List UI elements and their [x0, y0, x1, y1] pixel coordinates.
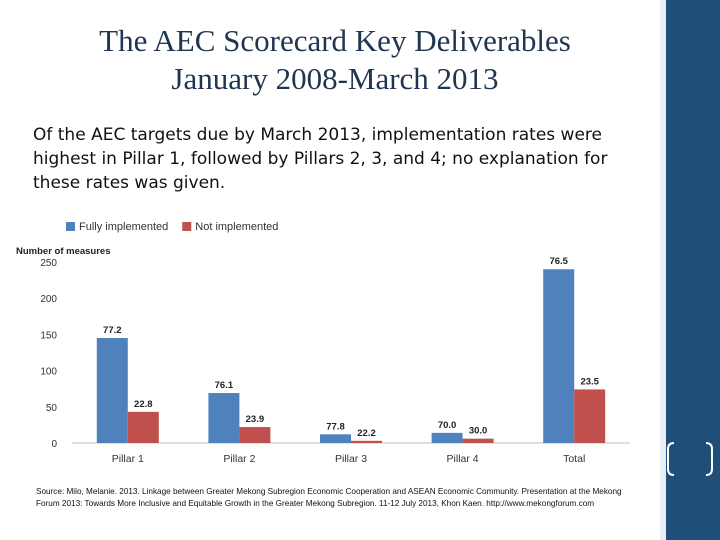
- page-number-brackets: 5: [667, 442, 713, 476]
- bar-fully-implemented: [96, 338, 128, 443]
- bar-fully-implemented: [320, 434, 351, 443]
- bar-fully-implemented: [208, 393, 240, 443]
- bar-not-implemented: [574, 389, 606, 443]
- data-label: 77.2: [103, 325, 122, 336]
- y-axis-title: Number of measures: [16, 246, 111, 257]
- bar-not-implemented: [351, 440, 382, 443]
- y-tick-label: 250: [40, 258, 57, 269]
- data-label: 77.8: [326, 421, 345, 432]
- x-tick-label: Pillar 2: [223, 453, 255, 465]
- y-tick-label: 150: [40, 330, 57, 341]
- data-label: 30.0: [469, 426, 488, 437]
- slide-title: The AEC Scorecard Key Deliverables Janua…: [20, 22, 650, 98]
- legend-label: Fully implemented: [79, 221, 168, 233]
- legend-label: Not implemented: [195, 221, 278, 233]
- bar-fully-implemented: [431, 432, 463, 443]
- bar-not-implemented: [239, 427, 271, 443]
- x-tick-label: Pillar 4: [447, 453, 479, 465]
- bar-not-implemented: [462, 438, 494, 443]
- page-number-box: 5: [660, 438, 720, 480]
- data-label: 23.9: [246, 414, 265, 425]
- y-tick-label: 50: [46, 403, 58, 414]
- title-line-2: January 2008-March 2013: [171, 61, 499, 96]
- y-tick-label: 100: [40, 367, 57, 378]
- x-tick-label: Pillar 3: [335, 453, 367, 465]
- x-tick-label: Pillar 1: [112, 453, 144, 465]
- legend-swatch: [66, 222, 75, 231]
- bar-fully-implemented: [543, 269, 575, 443]
- slide-body-text: Of the AEC targets due by March 2013, im…: [33, 125, 608, 193]
- chart-container: Fully implemented Not implemented Number o…: [10, 210, 638, 480]
- page-number: 5: [686, 452, 694, 469]
- side-divider: [660, 0, 666, 540]
- legend-swatch: [182, 222, 192, 231]
- data-label: 22.2: [357, 428, 376, 439]
- y-tick-label: 200: [40, 294, 57, 305]
- data-label: 76.5: [549, 256, 568, 267]
- x-tick-label: Total: [563, 453, 585, 465]
- title-line-1: The AEC Scorecard Key Deliverables: [99, 23, 571, 58]
- bar-not-implemented: [127, 411, 159, 443]
- data-label: 70.0: [438, 420, 457, 431]
- data-label: 22.8: [134, 399, 153, 410]
- bar-chart: Fully implemented Not implemented Number o…: [16, 221, 630, 465]
- data-label: 76.1: [215, 380, 234, 391]
- data-label: 23.5: [580, 376, 599, 387]
- source-citation: Source: Milo, Melanie. 2013. Linkage bet…: [36, 487, 622, 508]
- y-tick-label: 0: [51, 439, 57, 450]
